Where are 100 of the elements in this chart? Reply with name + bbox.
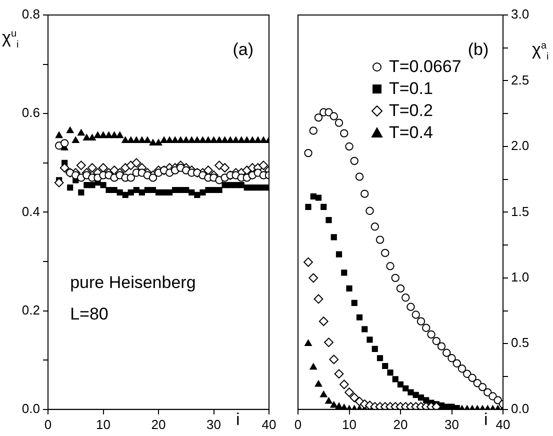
point: [78, 129, 85, 136]
point: [171, 136, 179, 144]
point: [344, 388, 354, 398]
y-tick-label: 0.4: [22, 204, 40, 219]
annotation: (a): [232, 40, 254, 60]
point: [432, 336, 440, 346]
point: [98, 163, 108, 173]
point: [412, 310, 420, 319]
legend-label: T=0.2: [389, 100, 433, 122]
point: [346, 285, 352, 292]
point: [105, 132, 112, 138]
point: [341, 270, 348, 276]
point: [260, 136, 268, 144]
point: [106, 186, 112, 194]
point: [392, 376, 398, 382]
legend-label: T=0.4: [389, 122, 433, 144]
point: [199, 136, 206, 144]
point: [326, 217, 332, 224]
point: [226, 136, 234, 144]
point: [320, 390, 328, 398]
point: [204, 166, 213, 175]
point: [360, 190, 369, 198]
point: [178, 186, 184, 194]
x-tick-label: 0: [44, 416, 52, 432]
x-tick-label: 30: [444, 416, 459, 432]
y-tick-label: 0.0: [511, 400, 530, 416]
point: [356, 314, 363, 320]
point: [76, 160, 86, 170]
x-axis-title: i: [484, 410, 488, 430]
point: [448, 404, 455, 410]
point: [243, 136, 251, 144]
x-tick-label: 10: [96, 416, 110, 432]
y-tick-label: 2.0: [511, 138, 530, 154]
point: [127, 136, 134, 144]
y-tick-label: 0.0: [22, 400, 40, 416]
point: [345, 142, 354, 151]
point: [370, 222, 379, 231]
point: [220, 163, 230, 173]
point: [176, 136, 184, 144]
point: [330, 112, 338, 120]
point: [216, 136, 223, 144]
point: [366, 206, 374, 215]
point: [54, 178, 64, 188]
point: [60, 163, 70, 173]
point: [310, 363, 317, 370]
point: [304, 257, 313, 267]
point: [402, 385, 409, 392]
point: [448, 354, 456, 362]
point: [314, 294, 324, 304]
point: [204, 136, 212, 144]
point: [210, 136, 218, 144]
annotation: L=80: [70, 304, 108, 324]
point: [488, 392, 497, 400]
point: [339, 380, 349, 390]
point: [382, 362, 388, 370]
point: [144, 186, 150, 194]
point: [89, 182, 96, 188]
point: [335, 402, 343, 410]
legend-label: T=0.0667: [389, 56, 462, 78]
point: [60, 139, 69, 148]
point: [183, 186, 190, 194]
x-tick-label: 20: [151, 416, 166, 432]
point: [160, 136, 168, 144]
point: [126, 174, 135, 182]
point: [55, 132, 63, 138]
point: [254, 136, 262, 144]
y-tick-label: 0.2: [22, 302, 40, 318]
point: [254, 184, 261, 191]
point: [116, 132, 124, 138]
point: [478, 382, 487, 392]
point: [376, 236, 384, 244]
point: [160, 189, 168, 196]
point: [468, 374, 476, 382]
point: [329, 354, 339, 364]
point: [391, 274, 400, 282]
point: [116, 189, 123, 196]
point: [366, 336, 373, 343]
point: [216, 186, 222, 194]
point: [258, 160, 268, 170]
point: [350, 392, 360, 402]
point: [397, 381, 404, 388]
point: [381, 248, 390, 258]
point: [111, 186, 118, 194]
point: [154, 139, 162, 146]
point: [221, 136, 228, 144]
point: [320, 204, 327, 210]
point: [309, 126, 318, 135]
point: [314, 113, 323, 122]
point: [330, 234, 337, 240]
point: [386, 262, 394, 270]
point: [144, 136, 152, 144]
point: [188, 136, 196, 144]
point: [150, 186, 156, 194]
point: [166, 136, 174, 144]
point: [200, 189, 206, 196]
point: [232, 136, 240, 144]
point: [88, 163, 97, 173]
point: [148, 174, 158, 182]
point: [437, 342, 446, 350]
point: [412, 392, 419, 398]
